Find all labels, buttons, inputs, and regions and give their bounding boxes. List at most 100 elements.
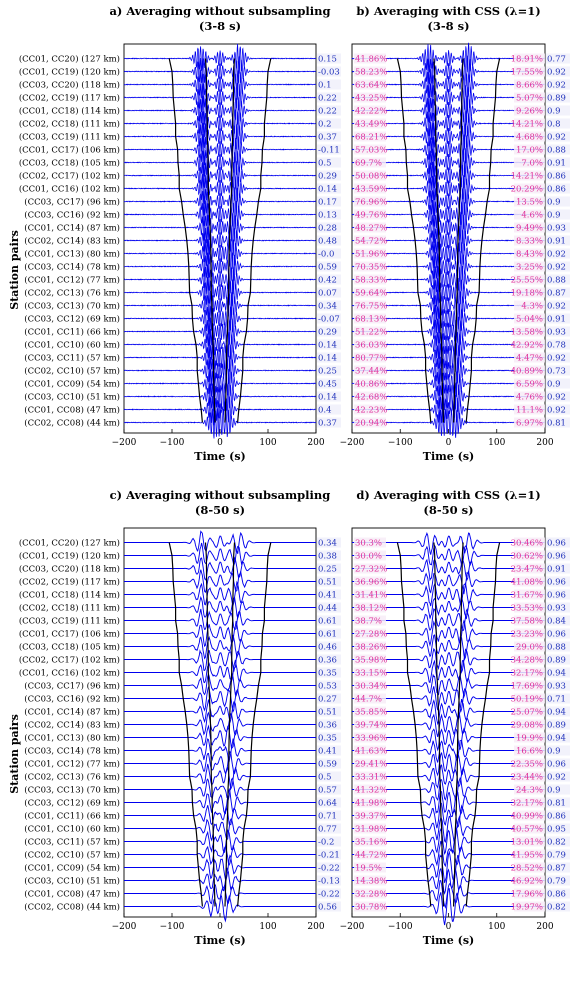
right-value-label: 0.96 bbox=[547, 630, 566, 640]
value-bg bbox=[546, 417, 570, 428]
value-bg bbox=[317, 183, 341, 194]
value-bg bbox=[546, 836, 570, 847]
left-pct-label: 35.98% bbox=[355, 656, 387, 666]
right-value-label: 0.34 bbox=[318, 302, 337, 312]
trace-line bbox=[124, 672, 316, 697]
left-pct-bg bbox=[354, 745, 386, 756]
value-bg bbox=[546, 771, 570, 782]
value-bg bbox=[317, 404, 341, 415]
station-pair-label: (CC02, CC19) (117 km) bbox=[19, 93, 120, 104]
right-pct-label: 28.52% bbox=[511, 864, 543, 874]
right-pct-label: 29.08% bbox=[511, 721, 543, 731]
value-bg bbox=[317, 170, 341, 181]
panel-title: b) Averaging with CSS (λ=1) bbox=[356, 4, 540, 18]
station-pair-label: (CC03, CC18) (105 km) bbox=[19, 158, 120, 169]
station-pair-label: (CC03, CC12) (69 km) bbox=[24, 314, 120, 325]
station-pair-label: (CC01, CC17) (106 km) bbox=[19, 629, 120, 640]
right-value-label: 0.96 bbox=[547, 760, 566, 770]
left-pct-label: 37.44% bbox=[355, 367, 387, 377]
right-pct-bg bbox=[514, 248, 545, 259]
left-pct-label: 68.13% bbox=[355, 315, 387, 325]
right-value-label: -0.22 bbox=[318, 864, 340, 874]
right-value-label: 0.9 bbox=[547, 211, 561, 221]
value-bg bbox=[546, 628, 570, 639]
left-pct-bg bbox=[354, 196, 386, 207]
station-pair-label: (CC02, CC19) (117 km) bbox=[19, 577, 120, 588]
right-pct-label: 5.04% bbox=[516, 315, 543, 325]
station-pair-label: (CC03, CC17) (96 km) bbox=[24, 681, 120, 692]
right-pct-bg bbox=[514, 183, 545, 194]
left-pct-label: 36.96% bbox=[355, 578, 387, 588]
right-pct-label: 14.21% bbox=[511, 120, 543, 130]
left-pct-bg bbox=[354, 287, 386, 298]
station-pair-label: (CC02, CC10) (57 km) bbox=[24, 850, 120, 861]
right-pct-bg bbox=[514, 326, 545, 337]
left-pct-bg bbox=[354, 732, 386, 743]
value-bg bbox=[546, 170, 570, 181]
trace-line bbox=[124, 317, 316, 347]
right-value-label: 0.5 bbox=[318, 773, 332, 783]
x-axis-label: Time (s) bbox=[423, 450, 474, 463]
value-bg bbox=[317, 875, 341, 886]
right-value-label: 0.28 bbox=[318, 224, 337, 234]
left-pct-label: 30.34% bbox=[355, 682, 387, 692]
right-value-label: 0.15 bbox=[318, 55, 337, 65]
right-value-label: 0.14 bbox=[318, 393, 337, 403]
right-pct-bg bbox=[514, 628, 545, 639]
right-pct-label: 9.49% bbox=[516, 224, 543, 234]
right-pct-bg bbox=[514, 901, 545, 912]
right-pct-label: 29.0% bbox=[516, 643, 543, 653]
x-tick-label: −100 bbox=[160, 922, 185, 932]
right-pct-bg bbox=[514, 339, 545, 350]
station-pair-label: (CC03, CC20) (118 km) bbox=[19, 564, 120, 575]
left-pct-label: 80.77% bbox=[355, 354, 387, 364]
left-pct-bg bbox=[354, 417, 386, 428]
value-bg bbox=[546, 261, 570, 272]
value-bg bbox=[317, 66, 341, 77]
value-bg bbox=[317, 235, 341, 246]
right-pct-label: 40.99% bbox=[511, 812, 543, 822]
left-pct-label: 49.76% bbox=[355, 211, 387, 221]
value-bg bbox=[317, 615, 341, 626]
value-bg bbox=[317, 784, 341, 795]
left-pct-label: 41.32% bbox=[355, 786, 387, 796]
right-pct-bg bbox=[514, 745, 545, 756]
right-value-label: -0.22 bbox=[318, 890, 340, 900]
left-pct-label: 44.72% bbox=[355, 851, 387, 861]
trace-line bbox=[123, 277, 316, 307]
value-bg bbox=[546, 719, 570, 730]
left-pct-bg bbox=[354, 693, 386, 704]
value-bg bbox=[317, 326, 341, 337]
value-bg bbox=[546, 667, 570, 678]
right-pct-bg bbox=[514, 274, 545, 285]
right-pct-label: 4.68% bbox=[516, 133, 543, 143]
station-pair-label: (CC01, CC12) (77 km) bbox=[24, 759, 120, 770]
right-pct-label: 13.58% bbox=[511, 328, 543, 338]
trace-line bbox=[123, 264, 317, 295]
value-bg bbox=[546, 209, 570, 220]
trace-line bbox=[123, 109, 316, 140]
x-tick-label: −200 bbox=[112, 922, 137, 932]
value-bg bbox=[546, 391, 570, 402]
value-bg bbox=[317, 92, 341, 103]
right-value-label: 0.51 bbox=[318, 708, 337, 718]
station-pair-label: (CC01, CC14) (87 km) bbox=[24, 223, 120, 234]
left-pct-bg bbox=[354, 602, 386, 613]
trace-line bbox=[123, 212, 317, 244]
right-value-label: 0.94 bbox=[547, 708, 566, 718]
value-bg bbox=[317, 849, 341, 860]
right-value-label: 0.92 bbox=[547, 773, 566, 783]
right-pct-bg bbox=[514, 131, 545, 142]
right-value-label: 0.44 bbox=[318, 604, 337, 614]
value-bg bbox=[546, 352, 570, 363]
left-pct-label: 33.15% bbox=[355, 669, 387, 679]
left-pct-label: 19.5% bbox=[355, 864, 382, 874]
x-tick-label: 100 bbox=[259, 438, 276, 448]
trace-line bbox=[123, 200, 316, 230]
right-value-label: 0.81 bbox=[547, 799, 566, 809]
station-pair-label: (CC02, CC08) (44 km) bbox=[24, 902, 120, 913]
left-pct-label: 58.33% bbox=[355, 276, 387, 286]
left-pct-label: 14.38% bbox=[355, 877, 387, 887]
x-tick-label: 200 bbox=[307, 922, 324, 932]
right-pct-bg bbox=[514, 550, 545, 561]
